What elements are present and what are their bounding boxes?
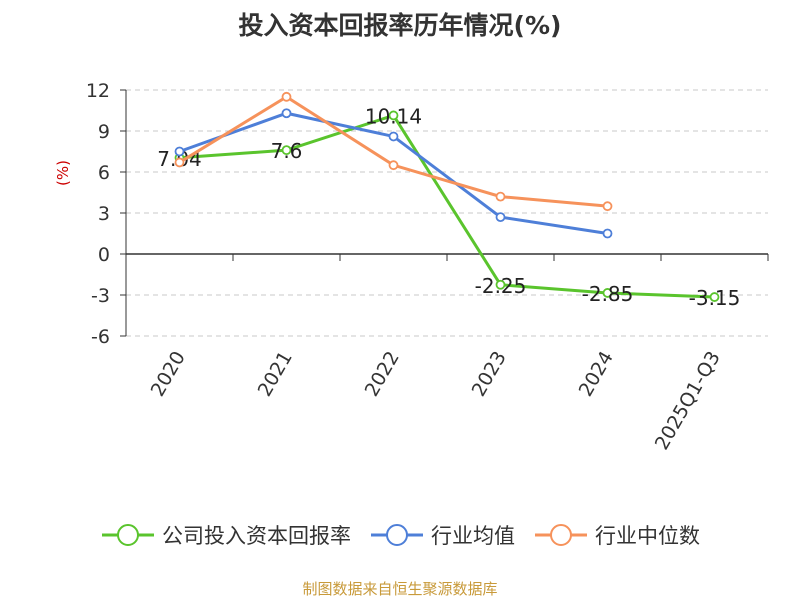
y-tick-label: 3 bbox=[98, 203, 110, 225]
legend-item-0[interactable]: 公司投入资本回报率 bbox=[100, 520, 351, 550]
data-point bbox=[602, 288, 613, 298]
x-tick-label: 2024 bbox=[575, 348, 618, 401]
data-point bbox=[709, 292, 720, 302]
y-tick-label: 12 bbox=[86, 80, 110, 102]
x-tick-label: 2022 bbox=[361, 348, 404, 401]
data-point bbox=[495, 212, 506, 223]
x-tick-label: 2023 bbox=[468, 348, 511, 401]
y-tick-label: -3 bbox=[91, 285, 110, 307]
x-tick-label: 2021 bbox=[254, 348, 297, 401]
data-point bbox=[388, 110, 399, 121]
data-point bbox=[281, 108, 292, 119]
data-label: 10.14 bbox=[365, 104, 422, 128]
legend-swatch-icon bbox=[102, 524, 154, 546]
data-point bbox=[174, 157, 185, 168]
legend: 公司投入资本回报率 行业均值 行业中位数 bbox=[0, 520, 800, 550]
data-point bbox=[388, 131, 399, 142]
y-tick-label: 0 bbox=[98, 244, 110, 266]
plot-area: -6 -3 0 3 6 9 12 (%) 2020 2021 2022 2023 2024 2025Q1-… bbox=[54, 80, 769, 454]
legend-label: 公司投入资本回报率 bbox=[162, 524, 351, 548]
legend-label: 行业均值 bbox=[431, 524, 515, 548]
y-tick-label: 6 bbox=[98, 162, 110, 184]
legend-item-1[interactable]: 行业均值 bbox=[369, 520, 515, 550]
x-tick-label: 2025Q1-Q3 bbox=[651, 348, 725, 454]
data-label: -3.15 bbox=[689, 286, 741, 310]
data-point bbox=[388, 160, 399, 171]
legend-swatch-icon bbox=[371, 524, 423, 546]
series-line-0 bbox=[179, 113, 715, 299]
legend-label: 行业中位数 bbox=[595, 524, 700, 548]
data-source-note: 制图数据来自恒生聚源数据库 bbox=[302, 580, 498, 598]
data-point bbox=[495, 191, 506, 202]
chart-title: 投入资本回报率历年情况(%) bbox=[238, 11, 562, 40]
data-label: 7.6 bbox=[271, 139, 303, 163]
y-axis-label: (%) bbox=[54, 160, 72, 186]
x-tick-label: 2020 bbox=[147, 348, 190, 401]
data-point bbox=[281, 145, 292, 156]
data-point bbox=[602, 228, 613, 239]
data-point bbox=[602, 201, 613, 212]
data-label: -2.85 bbox=[582, 282, 634, 306]
data-point bbox=[281, 91, 292, 102]
legend-item-2[interactable]: 行业中位数 bbox=[533, 520, 700, 550]
data-point bbox=[174, 146, 185, 157]
data-label: -2.25 bbox=[475, 274, 527, 298]
y-tick-label: 9 bbox=[98, 121, 110, 143]
y-tick-label: -6 bbox=[91, 326, 110, 348]
data-point bbox=[495, 279, 506, 290]
legend-swatch-icon bbox=[535, 524, 587, 546]
